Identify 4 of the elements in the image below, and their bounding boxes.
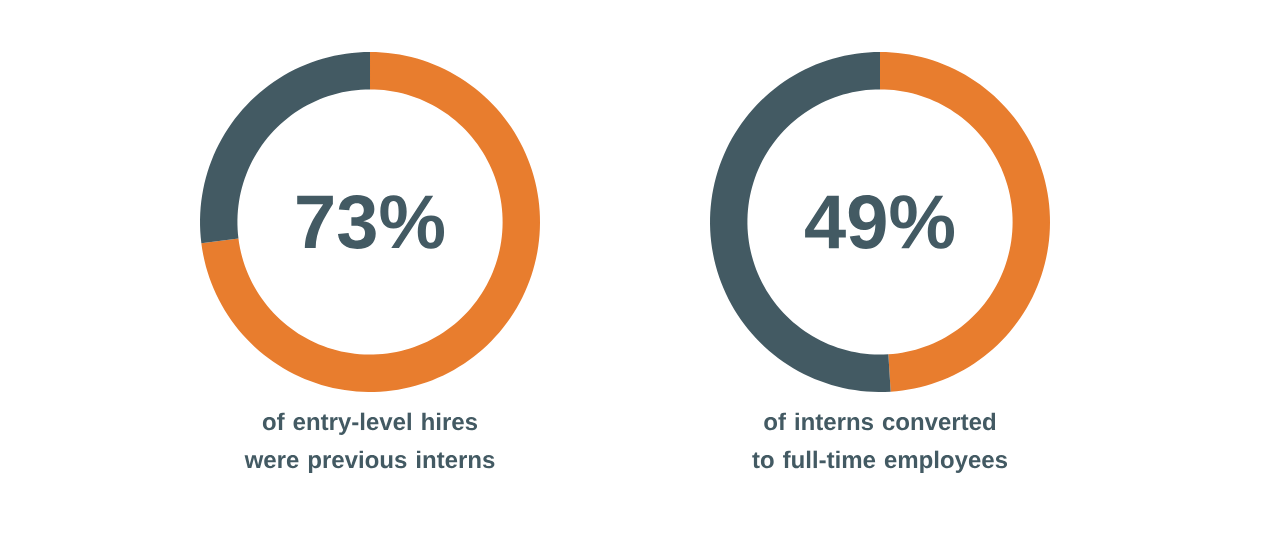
text: of interns converted to full-time employees xyxy=(752,412,1008,474)
text: 49% xyxy=(805,195,955,249)
text: of entry-level hires were previous interns xyxy=(244,412,495,474)
text: 73% xyxy=(297,195,445,249)
